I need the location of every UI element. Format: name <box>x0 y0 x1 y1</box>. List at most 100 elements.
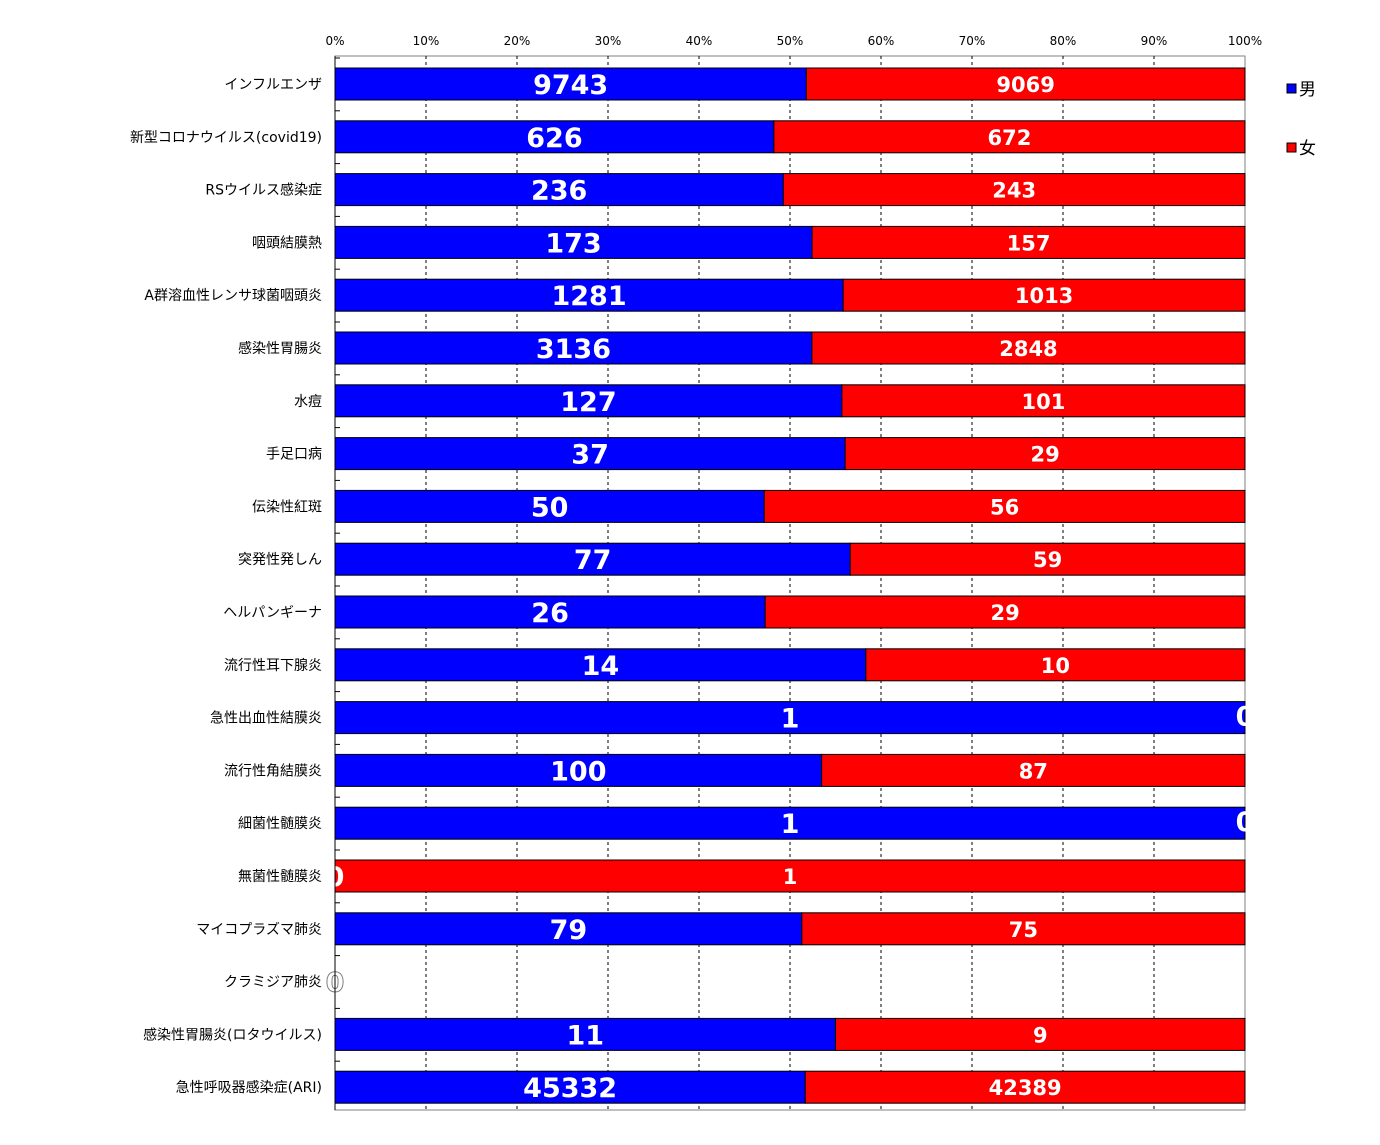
data-label-female: 29 <box>990 601 1019 625</box>
data-label-female: 1013 <box>1015 284 1073 308</box>
data-label-female: 101 <box>1022 390 1066 414</box>
x-tick-label: 30% <box>595 34 622 48</box>
bar-female <box>804 1070 1246 1104</box>
category-label: クラミジア肺炎 <box>224 975 322 991</box>
bar-male <box>334 331 813 365</box>
bars-layer <box>334 67 1246 1104</box>
x-tick-label: 60% <box>868 34 895 48</box>
category-label: 咽頭結膜熱 <box>252 235 322 251</box>
data-label-female: 75 <box>1009 918 1038 942</box>
bar-female <box>801 912 1246 946</box>
data-label-female: 9 <box>1033 1023 1048 1047</box>
data-label-male: 50 <box>531 492 569 523</box>
x-tick-label: 20% <box>504 34 531 48</box>
bar-male <box>334 489 765 523</box>
category-label: 感染性胃腸炎(ロタウイルス) <box>143 1026 322 1043</box>
axis-layer: 0% 10% 20% 30% 40% 50% 60% 70% 80% 90% 100% インフルエンザ… <box>130 34 1262 1110</box>
category-label: A群溶血性レンサ球菌咽頭炎 <box>144 288 322 304</box>
data-label-male: 1281 <box>551 281 626 312</box>
x-tick-label: 100% <box>1228 34 1262 48</box>
bar-male <box>334 806 1246 840</box>
data-label-female: 672 <box>988 126 1032 150</box>
bar-male <box>334 278 844 312</box>
data-label-male: 3136 <box>536 334 611 365</box>
bar-male <box>334 912 803 946</box>
bar-female <box>782 173 1246 207</box>
bar-female <box>811 225 1246 259</box>
bar-female <box>844 437 1246 471</box>
category-label: 伝染性紅斑 <box>252 499 322 515</box>
data-label-male: 79 <box>550 915 588 946</box>
bar-female <box>842 278 1246 312</box>
data-label-male: 77 <box>574 545 612 576</box>
bar-male <box>334 225 813 259</box>
bar-female <box>805 67 1246 101</box>
bar-male <box>334 753 823 787</box>
data-label-male: 14 <box>582 651 620 682</box>
data-label-male: 37 <box>571 440 609 471</box>
legend-swatch <box>1286 142 1297 153</box>
data-label-male: 9743 <box>533 70 608 101</box>
data-label-male: 1 <box>781 809 800 840</box>
data-label-female: 56 <box>990 495 1019 519</box>
data-label-female: 10 <box>1041 654 1070 678</box>
data-label-female: 0 <box>1236 807 1255 838</box>
bar-female <box>764 595 1246 629</box>
x-tick-label: 90% <box>1141 34 1168 48</box>
data-label-male: 127 <box>560 387 616 418</box>
category-label: インフルエンザ <box>224 77 322 93</box>
category-label: 急性出血性結膜炎 <box>210 711 322 727</box>
bar-female <box>841 384 1246 418</box>
category-label: 流行性角結膜炎 <box>224 763 322 779</box>
x-tick-label: 50% <box>777 34 804 48</box>
category-label: 流行性耳下腺炎 <box>224 658 322 674</box>
bar-male <box>334 701 1246 735</box>
bar-female <box>763 489 1246 523</box>
category-label: 手足口病 <box>266 447 322 463</box>
data-label-female: 29 <box>1030 443 1059 467</box>
legend-label: 男 <box>1299 80 1316 100</box>
data-label-male: 1 <box>781 704 800 735</box>
data-label-female: 59 <box>1033 548 1062 572</box>
category-label: RSウイルス感染症 <box>205 182 322 199</box>
data-label-female: 243 <box>992 179 1036 203</box>
labels-layer: 9743 9069 626 672 236 243 173 157 1281 1013 3136 28… <box>325 70 1255 1104</box>
x-tick-label: 70% <box>959 34 986 48</box>
legend-swatch <box>1286 83 1297 94</box>
bar-female <box>865 648 1246 682</box>
data-label-female: 87 <box>1019 759 1048 783</box>
bar-male <box>334 384 843 418</box>
bar-male <box>334 173 784 207</box>
data-label-male: 626 <box>526 123 582 154</box>
x-tick-label: 10% <box>413 34 440 48</box>
x-tick-label: 0% <box>325 34 344 48</box>
bar-female <box>811 331 1246 365</box>
category-label: 新型コロナウイルス(covid19) <box>130 130 322 146</box>
data-label-male: 236 <box>531 176 587 207</box>
data-label-female: 0 <box>1236 702 1255 733</box>
category-label: 水痘 <box>294 394 322 410</box>
category-label: 細菌性髄膜炎 <box>238 816 322 832</box>
x-tick-label: 40% <box>686 34 713 48</box>
bar-female <box>835 1017 1246 1051</box>
data-label-male: 100 <box>550 756 606 787</box>
x-tick-label: 80% <box>1050 34 1077 48</box>
data-label-female: 9069 <box>996 73 1054 97</box>
data-label-female: 1 <box>783 865 798 889</box>
category-label: 感染性胃腸炎 <box>238 340 322 357</box>
grid-layer <box>334 55 1246 1111</box>
category-label: 無菌性髄膜炎 <box>238 869 322 885</box>
data-label-male: 173 <box>545 228 601 259</box>
data-label-male: 11 <box>566 1020 604 1051</box>
legend: 男女 <box>1286 80 1316 159</box>
bar-male <box>334 648 867 682</box>
data-label-male: 26 <box>531 598 569 629</box>
bar-female <box>773 120 1246 154</box>
data-label-male: 45332 <box>523 1073 617 1104</box>
category-label: ヘルパンギーナ <box>223 605 322 621</box>
data-label-female: 42389 <box>989 1076 1062 1100</box>
bar-male <box>334 120 775 154</box>
data-label-female: 157 <box>1007 231 1051 255</box>
legend-label: 女 <box>1299 139 1316 159</box>
